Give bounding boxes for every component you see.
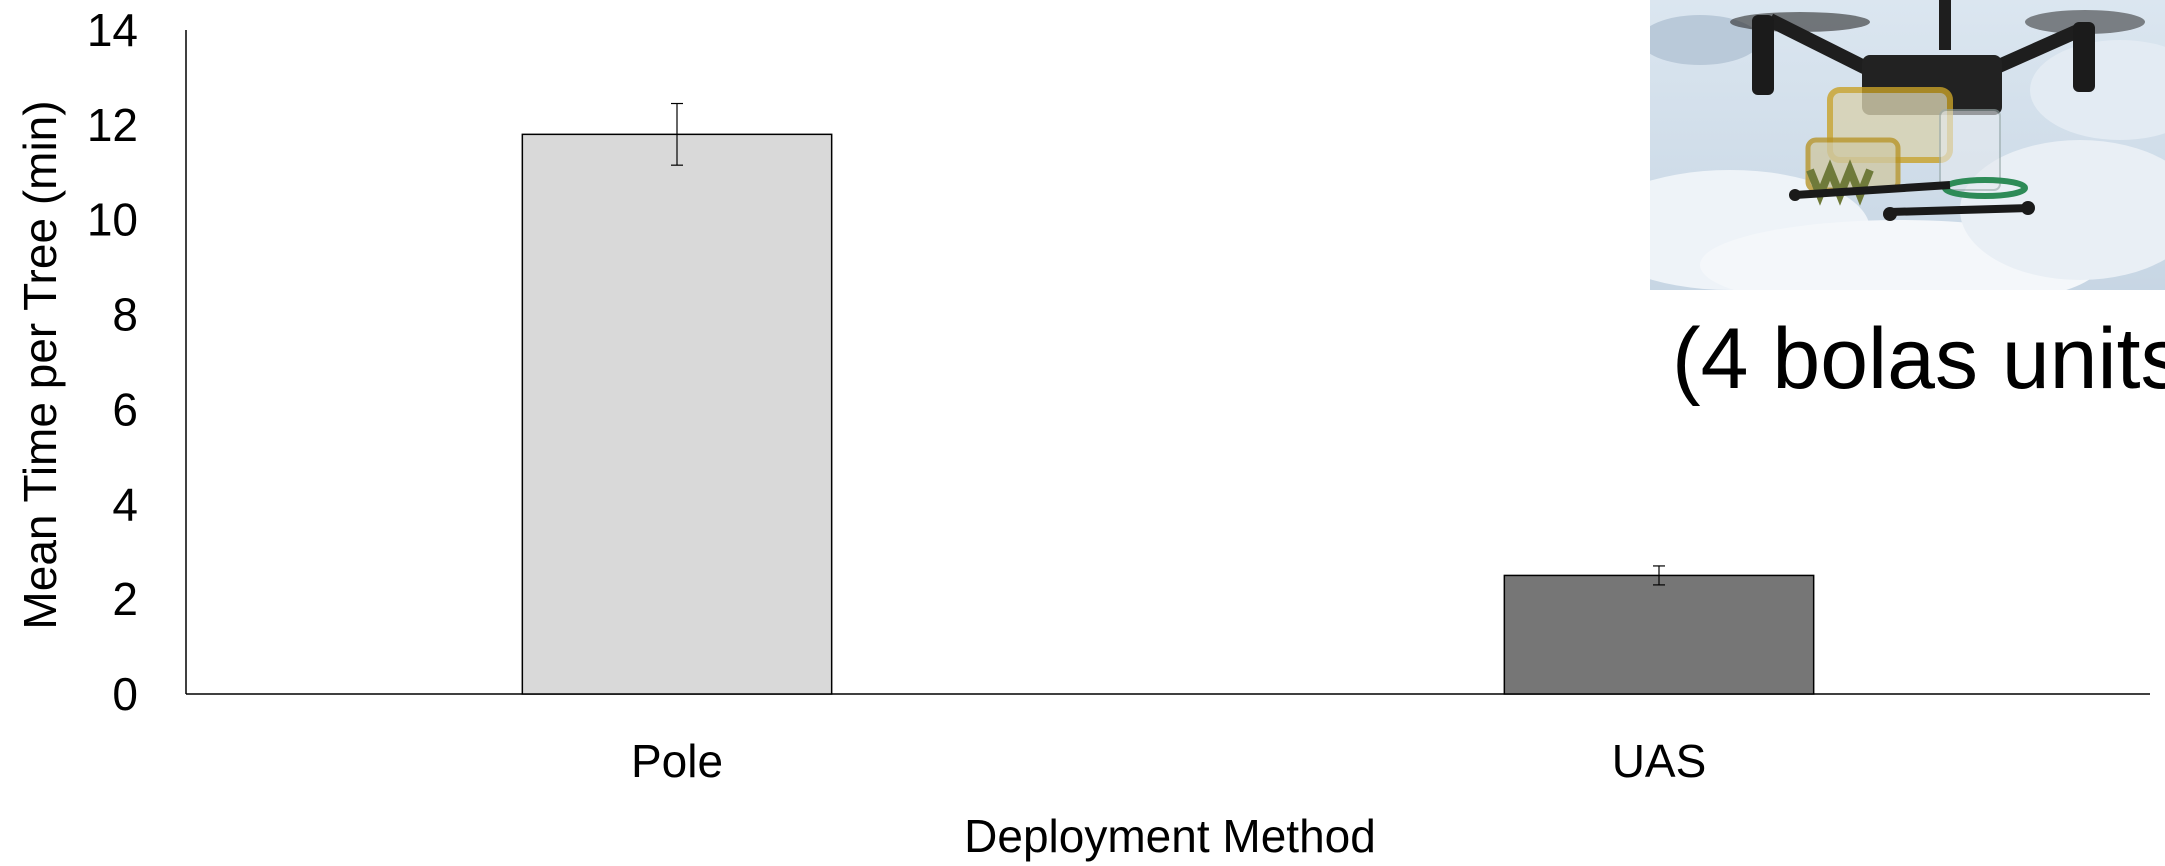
drone-photo-icon [1650, 0, 2165, 290]
y-tick-label: 0 [112, 668, 138, 720]
bolas-units-annotation: (4 bolas units) [1672, 311, 2165, 407]
y-tick-label: 2 [112, 573, 138, 625]
y-tick-label: 14 [87, 4, 138, 56]
y-axis-title: Mean Time per Tree (min) [14, 100, 66, 629]
x-axis-title: Deployment Method [964, 810, 1376, 862]
x-tick-labels: Pole UAS [631, 735, 1706, 787]
y-tick-label: 10 [87, 194, 138, 246]
x-tick-label-pole: Pole [631, 735, 723, 787]
y-tick-label: 6 [112, 383, 138, 435]
y-tick-labels: 0 2 4 6 8 10 12 14 [87, 4, 138, 720]
y-tick-label: 12 [87, 99, 138, 151]
error-bar-pole [671, 102, 683, 166]
chart-bars [521, 102, 1815, 695]
bar-pole [521, 133, 833, 695]
y-tick-label: 4 [112, 478, 138, 530]
bar-uas [1503, 574, 1815, 695]
x-tick-label-uas: UAS [1612, 735, 1707, 787]
error-bar-uas [1653, 565, 1665, 586]
y-tick-label: 8 [112, 289, 138, 341]
chart-axes [185, 30, 2150, 695]
